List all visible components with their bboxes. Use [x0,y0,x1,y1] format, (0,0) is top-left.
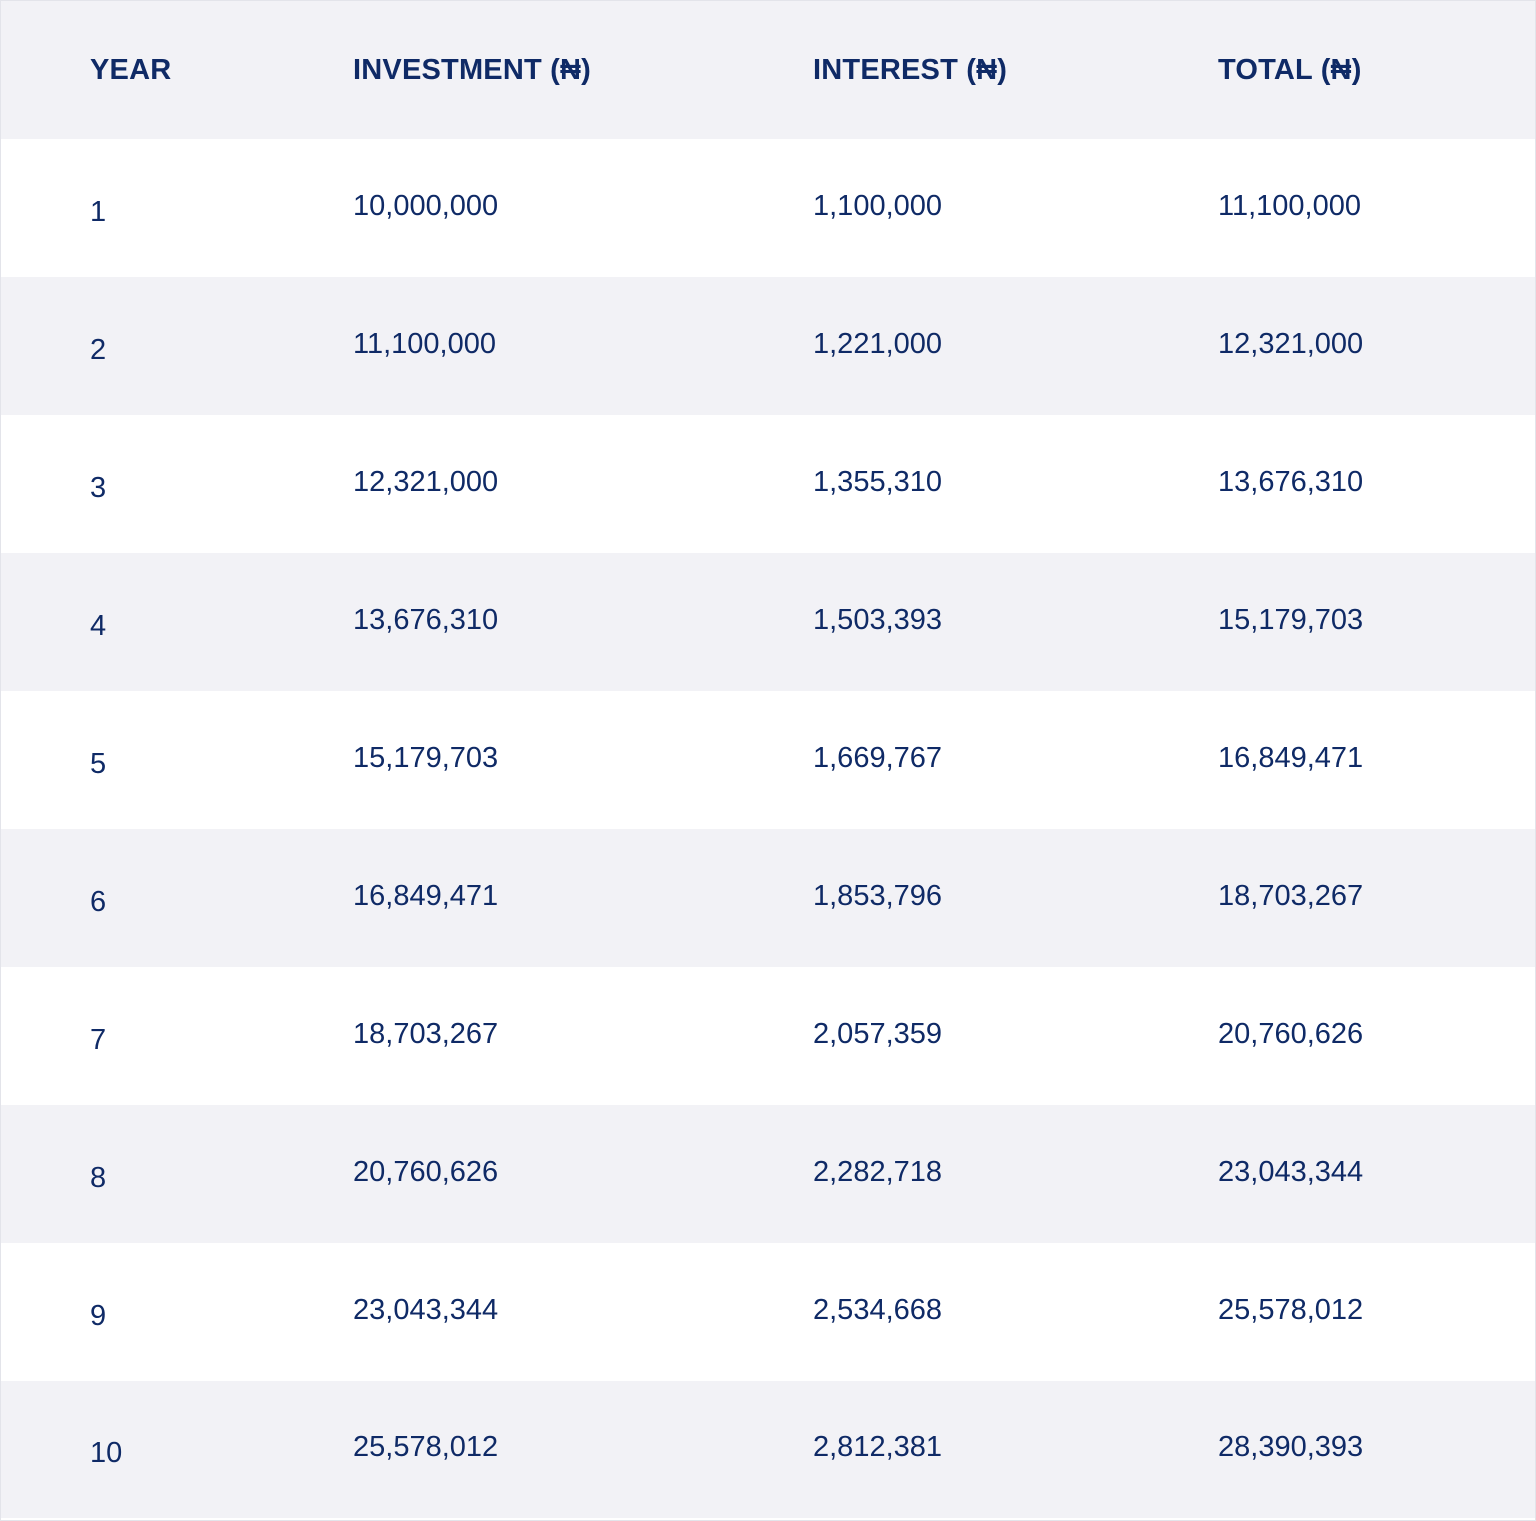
total-cell: 20,760,626 [1218,1017,1364,1050]
total-cell: 13,676,310 [1218,465,1364,498]
total-cell: 16,849,471 [1218,741,1364,774]
table-row: 3 12,321,000 1,355,310 13,676,310 [1,415,1535,553]
table-row: 1 10,000,000 1,100,000 11,100,000 [1,139,1535,277]
investment-cell: 20,760,626 [353,1155,499,1188]
year-cell: 7 [90,1023,107,1056]
total-cell: 18,703,267 [1218,879,1364,912]
table-row: 9 23,043,344 2,534,668 25,578,012 [1,1243,1535,1381]
total-cell: 28,390,393 [1218,1431,1364,1463]
table-row: 8 20,760,626 2,282,718 23,043,344 [1,1105,1535,1243]
year-cell: 8 [90,1161,107,1194]
table-row: 7 18,703,267 2,057,359 20,760,626 [1,967,1535,1105]
header-year: YEAR [90,53,172,86]
header-interest: INTEREST (₦) [813,53,1008,86]
year-cell: 2 [90,333,107,366]
investment-cell: 13,676,310 [353,603,499,636]
total-cell: 15,179,703 [1218,603,1364,636]
interest-cell: 1,669,767 [813,741,943,774]
year-cell: 6 [90,885,107,918]
investment-cell: 11,100,000 [353,327,496,360]
interest-cell: 2,534,668 [813,1293,943,1326]
table-row: 5 15,179,703 1,669,767 16,849,471 [1,691,1535,829]
interest-cell: 2,812,381 [813,1431,943,1463]
year-cell: 9 [90,1299,107,1332]
interest-cell: 1,853,796 [813,879,943,912]
interest-cell: 1,355,310 [813,465,943,498]
year-cell: 1 [90,195,107,228]
interest-cell: 1,100,000 [813,189,943,222]
table-row: 6 16,849,471 1,853,796 18,703,267 [1,829,1535,967]
total-cell: 25,578,012 [1218,1293,1364,1326]
header-investment: INVESTMENT (₦) [353,53,592,86]
header-total: TOTAL (₦) [1218,53,1362,86]
interest-cell: 2,057,359 [813,1017,943,1050]
year-cell: 4 [90,609,107,642]
table-row: 2 11,100,000 1,221,000 12,321,000 [1,277,1535,415]
investment-cell: 15,179,703 [353,741,499,774]
table-header-row: YEAR INVESTMENT (₦) INTEREST (₦) TOTAL (… [1,1,1535,139]
investment-cell: 18,703,267 [353,1017,499,1050]
investment-cell: 25,578,012 [353,1431,499,1463]
investment-cell: 23,043,344 [353,1293,499,1326]
interest-cell: 2,282,718 [813,1155,943,1188]
year-cell: 10 [90,1437,123,1469]
interest-cell: 1,221,000 [813,327,943,360]
table-row: 10 25,578,012 2,812,381 28,390,393 [1,1381,1535,1518]
table-row: 4 13,676,310 1,503,393 15,179,703 [1,553,1535,691]
year-cell: 5 [90,747,107,780]
total-cell: 12,321,000 [1218,327,1364,360]
investment-cell: 12,321,000 [353,465,499,498]
investment-cell: 10,000,000 [353,189,499,222]
investment-cell: 16,849,471 [353,879,499,912]
total-cell: 11,100,000 [1218,189,1361,222]
year-cell: 3 [90,471,107,504]
interest-cell: 1,503,393 [813,603,943,636]
total-cell: 23,043,344 [1218,1155,1364,1188]
